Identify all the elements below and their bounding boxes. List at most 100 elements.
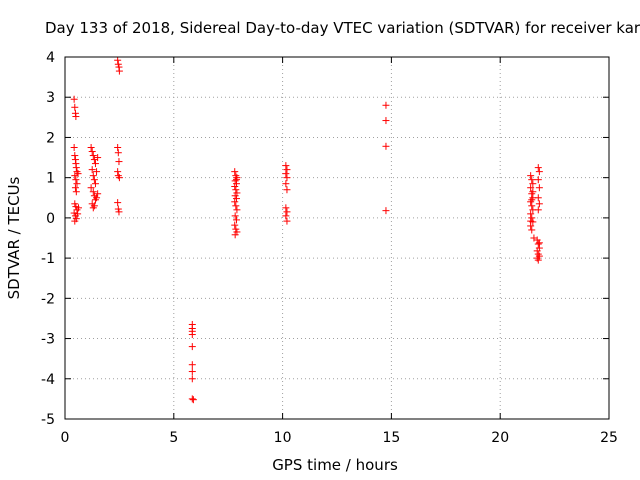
- data-point: [71, 217, 79, 225]
- data-point: [534, 240, 542, 248]
- data-point: [71, 103, 79, 111]
- data-point: [188, 368, 196, 376]
- chart-title: Day 133 of 2018, Sidereal Day-to-day VTE…: [45, 19, 640, 37]
- data-point: [529, 188, 537, 196]
- data-point: [527, 184, 535, 192]
- data-point: [231, 198, 239, 206]
- data-point: [188, 361, 196, 369]
- data-point: [70, 95, 78, 103]
- data-point: [88, 148, 96, 156]
- data-point: [188, 395, 196, 403]
- data-point: [94, 154, 102, 162]
- data-point: [233, 206, 241, 214]
- y-axis-label: SDTVAR / TECUs: [5, 176, 23, 299]
- data-point: [72, 113, 80, 121]
- data-point: [232, 176, 240, 184]
- x-tick-label: 15: [382, 430, 400, 446]
- x-tick-label: 10: [274, 430, 292, 446]
- data-point: [530, 234, 538, 242]
- data-point: [231, 212, 239, 220]
- data-point: [114, 149, 122, 157]
- y-tick-label: -1: [41, 251, 55, 267]
- data-point: [87, 144, 95, 151]
- data-point: [534, 206, 542, 214]
- x-tick-label: 20: [491, 430, 509, 446]
- data-point: [283, 217, 291, 225]
- data-point: [93, 168, 101, 176]
- data-point: [94, 190, 102, 198]
- data-point: [115, 158, 123, 166]
- data-point: [533, 247, 541, 255]
- data-point: [70, 144, 78, 151]
- data-point: [535, 239, 543, 247]
- data-point: [91, 160, 99, 168]
- data-point: [283, 174, 291, 182]
- data-point: [528, 176, 536, 184]
- data-point: [71, 152, 79, 160]
- data-point: [534, 256, 542, 264]
- data-point: [232, 202, 240, 210]
- data-point: [283, 166, 291, 174]
- data-point: [529, 180, 537, 188]
- y-tick-label: 4: [46, 50, 55, 66]
- data-point: [89, 188, 97, 196]
- data-point: [74, 210, 82, 218]
- data-point: [232, 186, 240, 194]
- data-point: [527, 210, 535, 218]
- data-point: [282, 180, 290, 188]
- data-point: [188, 375, 196, 383]
- data-point: [91, 180, 99, 188]
- axis-ticks: [64, 56, 610, 420]
- data-point: [534, 194, 542, 202]
- data-point: [72, 164, 80, 172]
- data-point: [534, 176, 542, 184]
- data-point: [90, 176, 98, 184]
- data-point: [89, 172, 97, 180]
- data-point: [528, 214, 536, 222]
- y-tick-label: -5: [41, 412, 55, 428]
- data-point: [71, 184, 79, 192]
- data-point: [72, 188, 80, 196]
- data-point: [527, 217, 535, 225]
- data-point: [231, 231, 239, 239]
- data-point: [382, 207, 390, 215]
- data-point: [535, 184, 543, 192]
- y-tick-label: -3: [41, 332, 55, 348]
- data-point: [115, 174, 123, 182]
- data-point: [282, 212, 290, 220]
- x-axis-label: GPS time / hours: [272, 456, 398, 474]
- data-point: [528, 196, 536, 204]
- data-point: [282, 204, 290, 212]
- data-point: [188, 331, 196, 339]
- data-point: [282, 170, 290, 178]
- data-point: [231, 168, 239, 176]
- data-point: [88, 166, 96, 174]
- data-point: [87, 184, 95, 192]
- grid: [65, 57, 609, 419]
- plot-frame: [64, 56, 610, 420]
- data-point: [535, 200, 543, 208]
- data-point: [114, 168, 122, 176]
- data-point: [188, 343, 196, 351]
- data-point: [115, 208, 123, 216]
- y-tick-label: 3: [46, 90, 55, 106]
- tick-labels: 0 5 10 15 20 25 -5 -4 -3 -2 -1 0 1 2 3 4: [41, 50, 618, 446]
- data-point: [89, 152, 97, 160]
- data-point: [74, 170, 82, 178]
- data-point: [114, 144, 122, 151]
- data-point: [382, 101, 390, 109]
- y-tick-label: 1: [46, 171, 55, 187]
- y-tick-label: 2: [46, 130, 55, 146]
- y-tick-label: -2: [41, 291, 55, 307]
- data-point: [528, 226, 536, 234]
- x-tick-label: 0: [61, 430, 70, 446]
- data-point: [93, 194, 101, 202]
- data-point: [282, 162, 290, 170]
- data-point: [73, 180, 81, 188]
- data-point: [382, 117, 390, 125]
- data-point: [527, 172, 535, 180]
- data-point: [115, 67, 123, 75]
- data-point: [90, 202, 98, 210]
- x-tick-label: 25: [600, 430, 618, 446]
